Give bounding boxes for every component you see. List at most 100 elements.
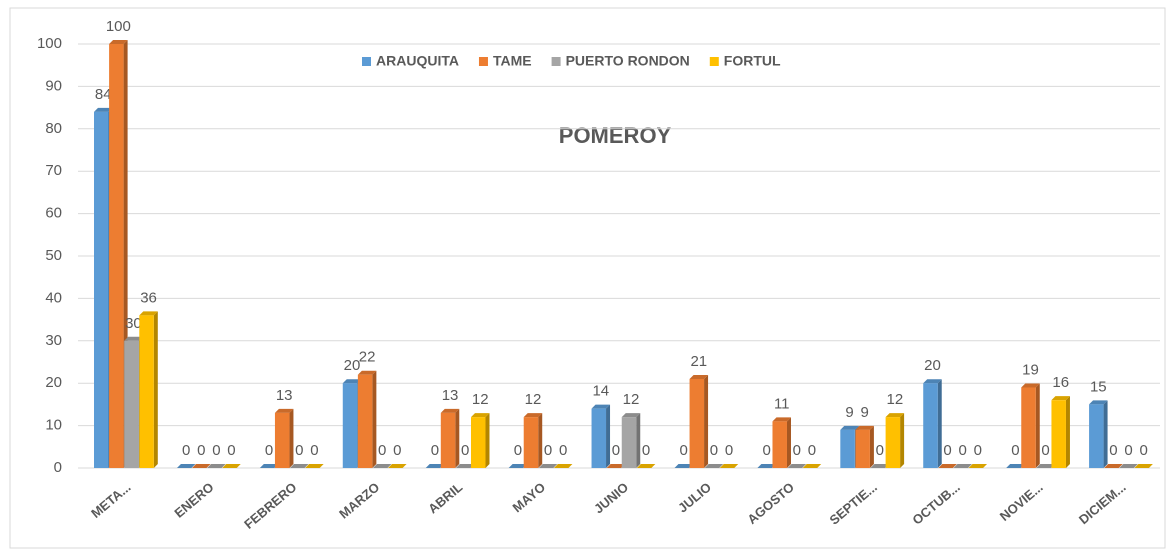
bar bbox=[923, 383, 938, 468]
bar bbox=[94, 111, 109, 468]
legend-label: FORTUL bbox=[724, 53, 781, 69]
bar-side bbox=[636, 413, 641, 468]
bar-side bbox=[1103, 400, 1108, 468]
bar-top bbox=[259, 464, 279, 468]
data-label: 30 bbox=[125, 315, 142, 332]
y-tick-label: 30 bbox=[45, 332, 62, 349]
data-label: 0 bbox=[393, 442, 401, 459]
data-label: 0 bbox=[431, 442, 439, 459]
bar-top bbox=[1134, 464, 1153, 468]
bar-top bbox=[274, 408, 294, 413]
data-label: 21 bbox=[690, 353, 707, 370]
legend-label: ARAUQUITA bbox=[376, 53, 459, 69]
data-label: 0 bbox=[182, 442, 190, 459]
data-label: 9 bbox=[845, 404, 853, 421]
bar-side bbox=[786, 417, 791, 468]
bar-top bbox=[591, 404, 611, 409]
bar-top bbox=[1089, 400, 1108, 405]
y-tick-label: 20 bbox=[45, 374, 62, 391]
y-tick-label: 50 bbox=[45, 247, 62, 264]
bar-top bbox=[425, 464, 445, 468]
bar-top bbox=[855, 425, 874, 430]
bar-top bbox=[885, 413, 905, 418]
data-label: 0 bbox=[959, 442, 967, 459]
data-label: 12 bbox=[472, 391, 489, 408]
data-label: 0 bbox=[1011, 442, 1019, 459]
data-label: 0 bbox=[762, 442, 770, 459]
bar bbox=[470, 417, 486, 468]
bar-top bbox=[938, 464, 957, 468]
chart-border bbox=[9, 7, 1166, 549]
bar bbox=[109, 44, 124, 468]
data-label: 19 bbox=[1022, 361, 1039, 378]
data-label: 36 bbox=[140, 289, 157, 306]
bar-side bbox=[538, 413, 543, 468]
legend-swatch bbox=[709, 57, 719, 66]
legend-swatch bbox=[362, 57, 371, 66]
data-label: 84 bbox=[95, 86, 112, 103]
data-label: 0 bbox=[559, 442, 567, 459]
bar bbox=[772, 421, 787, 468]
bar bbox=[523, 417, 539, 468]
data-label: 0 bbox=[310, 442, 318, 459]
data-label: 0 bbox=[197, 442, 205, 459]
bar-top bbox=[689, 374, 709, 379]
bar bbox=[855, 429, 870, 468]
data-label: 12 bbox=[623, 391, 640, 408]
bar-top bbox=[207, 464, 226, 468]
data-label: 22 bbox=[359, 349, 376, 366]
data-label: 12 bbox=[887, 391, 904, 408]
bar-top bbox=[357, 370, 377, 375]
data-label: 16 bbox=[1052, 374, 1069, 391]
bar-top bbox=[772, 417, 791, 422]
bar bbox=[274, 412, 290, 468]
data-label: 0 bbox=[943, 442, 951, 459]
data-label: 0 bbox=[227, 442, 235, 459]
data-label: 0 bbox=[974, 442, 982, 459]
bar-top bbox=[787, 464, 807, 468]
y-tick-label: 60 bbox=[45, 205, 62, 222]
bar-top bbox=[870, 464, 890, 468]
legend-swatch bbox=[551, 57, 561, 66]
bar-top bbox=[455, 464, 475, 468]
legend-swatch bbox=[478, 57, 488, 66]
bar-top bbox=[139, 311, 158, 316]
bar-side bbox=[485, 413, 490, 468]
bar-top bbox=[757, 464, 776, 468]
bar-top bbox=[802, 464, 822, 468]
data-label: 11 bbox=[774, 395, 790, 412]
bar-side bbox=[606, 404, 611, 468]
bar-top bbox=[192, 464, 211, 468]
bar-top bbox=[508, 464, 528, 468]
bar bbox=[689, 378, 705, 468]
bar-top bbox=[290, 464, 309, 468]
bar bbox=[885, 417, 901, 468]
data-label: 0 bbox=[725, 442, 733, 459]
y-tick-label: 100 bbox=[37, 35, 62, 52]
bar-top bbox=[1119, 464, 1138, 468]
bar-top bbox=[176, 464, 196, 468]
bar bbox=[621, 417, 637, 468]
data-label: 20 bbox=[924, 357, 941, 374]
data-label: 20 bbox=[344, 357, 361, 374]
bar-top bbox=[923, 379, 942, 384]
bar bbox=[591, 408, 607, 468]
bar-top bbox=[538, 464, 558, 468]
bar-top bbox=[523, 413, 543, 418]
bar bbox=[1051, 400, 1066, 468]
data-label: 0 bbox=[680, 442, 688, 459]
data-label: 0 bbox=[1139, 442, 1147, 459]
bar-top bbox=[372, 464, 392, 468]
bar bbox=[1021, 387, 1036, 468]
data-label: 0 bbox=[265, 442, 273, 459]
bar-side bbox=[900, 413, 905, 468]
bar-side bbox=[869, 425, 874, 468]
bar-top bbox=[94, 107, 113, 112]
y-tick-label: 10 bbox=[45, 417, 62, 434]
data-label: 0 bbox=[710, 442, 718, 459]
chart-title: POMEROY bbox=[559, 123, 672, 148]
data-label: 13 bbox=[442, 387, 459, 404]
bar-top bbox=[953, 464, 972, 468]
bar-top bbox=[470, 413, 490, 418]
